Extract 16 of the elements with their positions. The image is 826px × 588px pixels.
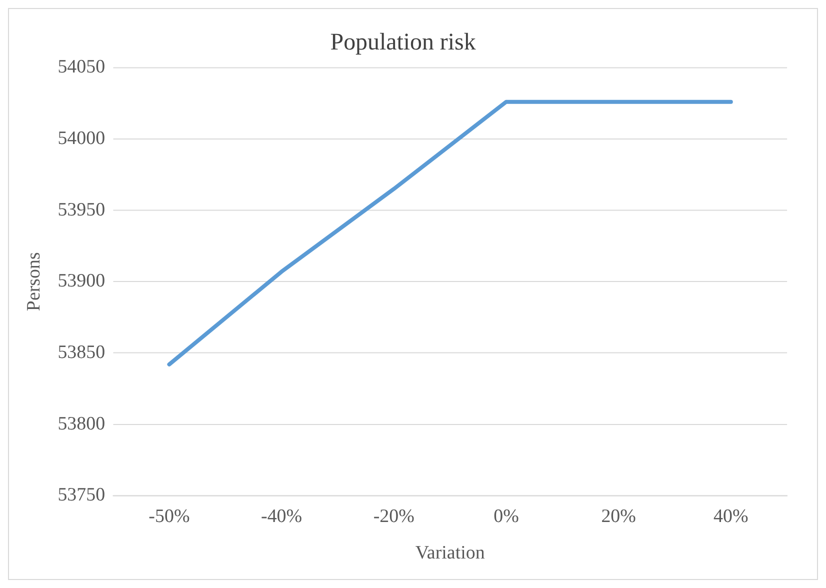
y-tick-label: 53850 xyxy=(58,342,106,363)
x-tick-label: -40% xyxy=(261,506,302,527)
x-tick-label: 40% xyxy=(714,506,748,527)
y-tick-label: 53950 xyxy=(58,199,106,220)
y-tick-label: 53800 xyxy=(58,413,106,434)
x-tick-label: 20% xyxy=(601,506,636,527)
y-tick-label: 53750 xyxy=(58,484,106,506)
y-tick-label: 53900 xyxy=(58,270,106,292)
chart-title: Population risk xyxy=(330,30,476,56)
x-axis-title: Variation xyxy=(415,542,486,564)
x-tick-label: 0% xyxy=(494,506,520,527)
y-tick-label: 54050 xyxy=(58,56,106,78)
y-tick-label: 54000 xyxy=(58,128,106,149)
x-tick-label: -20% xyxy=(373,506,415,527)
x-tick-label: -50% xyxy=(148,506,190,527)
y-axis-title: Persons xyxy=(23,252,44,312)
